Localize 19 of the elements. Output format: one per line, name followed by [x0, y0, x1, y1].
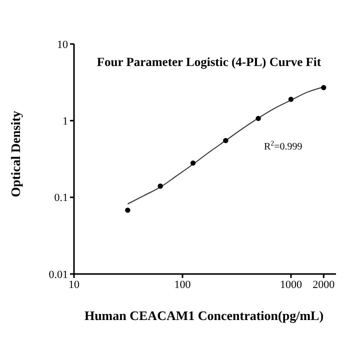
x-tick-label: 2000 — [312, 278, 336, 291]
text: Four Parameter Logistic (4-PL) Curve Fit — [96, 55, 322, 69]
y-tick-label: 0.1 — [54, 192, 68, 204]
y-axis-title: Optical Density — [8, 110, 23, 198]
y-tick-label: 0.01 — [48, 268, 68, 281]
point — [125, 208, 130, 213]
point — [321, 84, 326, 90]
x-tick-label: 100 — [174, 278, 192, 291]
x-axis-title: Human CEACAM1 Concentration(pg/mL) — [84, 308, 324, 323]
x-tick-label: 1000 — [280, 278, 302, 291]
point — [223, 138, 228, 144]
x-tick-label: 10 — [68, 278, 80, 291]
point — [158, 184, 163, 189]
y-tick-label: 1 — [62, 116, 68, 128]
point — [288, 96, 294, 102]
annotation: R$^{2}$=0.999 — [264, 140, 302, 153]
point — [190, 160, 196, 166]
y-tick-label: 10 — [57, 38, 68, 51]
point — [256, 116, 261, 122]
